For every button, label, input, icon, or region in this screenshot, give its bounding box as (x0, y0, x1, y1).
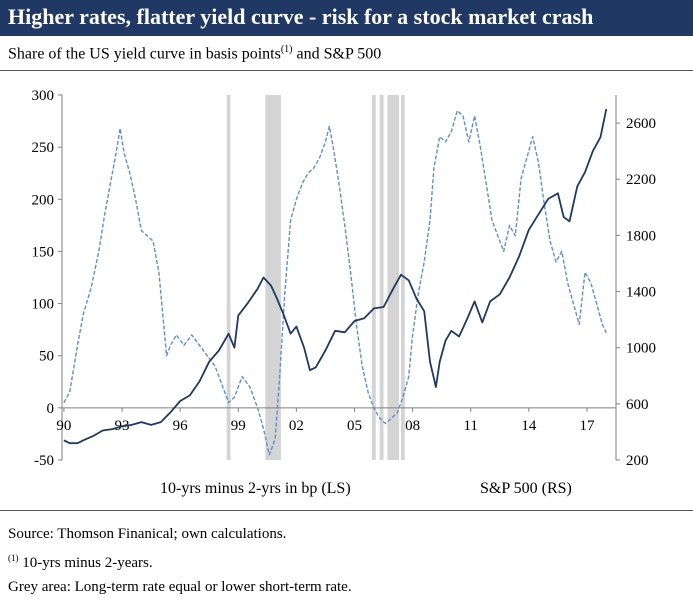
shaded-period-2 (371, 95, 376, 460)
series-line-yield-curve (63, 109, 607, 456)
right-tick-label-4: 1000 (626, 341, 656, 357)
left-tick-label-5: 50 (39, 349, 54, 365)
shaded-period-1 (265, 95, 281, 460)
yield-curve-chart: 300 250 200 150 100 50 0 -50 2600 2200 1800 1400 100… (32, 88, 657, 469)
footnotes: Source: Thomson Finanical; own calculati… (8, 522, 352, 599)
shaded-period-3 (379, 95, 384, 460)
footnote-text: 10-yrs minus 2-years. (18, 555, 153, 571)
left-tick-label-1: 250 (32, 140, 55, 156)
footnote-mark: (1) (8, 553, 19, 563)
right-tick-label-3: 1400 (626, 285, 656, 301)
x-tick-label-2: 96 (173, 418, 189, 434)
left-tick-label-0: 300 (32, 88, 55, 104)
shaded-period-0 (226, 95, 231, 460)
top-rule (0, 70, 693, 71)
footnote-1: (1) 10-yrs minus 2-years. (8, 546, 352, 575)
shaded-period-5 (400, 95, 405, 460)
left-tick-label-2: 200 (32, 192, 55, 208)
x-tick-label-7: 11 (463, 418, 477, 434)
left-tick-label-6: 0 (47, 401, 55, 417)
x-tick-label-6: 08 (405, 418, 420, 434)
subtitle-main: Share of the US yield curve in basis poi… (8, 45, 281, 63)
right-tick-label-0: 2600 (626, 116, 656, 132)
x-tick-label-8: 14 (521, 418, 537, 434)
x-tick-label-4: 02 (289, 418, 304, 434)
series-line-sp500 (63, 108, 608, 445)
x-tick-label-9: 17 (579, 418, 595, 434)
x-tick-label-5: 05 (347, 418, 362, 434)
right-tick-label-1: 2200 (626, 172, 656, 188)
right-tick-label-5: 600 (626, 397, 649, 413)
subtitle-tail: and S&P 500 (292, 45, 382, 63)
title-bar: Higher rates, flatter yield curve - risk… (0, 0, 693, 36)
right-tick-label-6: 200 (626, 453, 649, 469)
shaded-period-4 (387, 95, 400, 460)
legend-label-yield-curve: 10-yrs minus 2-yrs in bp (LS) (160, 480, 351, 497)
legend-label-sp500: S&P 500 (RS) (480, 480, 572, 497)
left-tick-label-7: -50 (34, 453, 54, 469)
grey-area-note: Grey area: Long-term rate equal or lower… (8, 579, 352, 595)
x-tick-label-0: 90 (56, 418, 71, 434)
bottom-rule (0, 510, 693, 511)
chart-title: Higher rates, flatter yield curve - risk… (8, 4, 594, 29)
subtitle-note-mark: (1) (280, 44, 293, 55)
legend: 10-yrs minus 2-yrs in bp (LS) S&P 500 (R… (0, 480, 693, 504)
left-tick-label-3: 150 (32, 244, 55, 260)
right-tick-label-2: 1800 (626, 228, 656, 244)
x-tick-label-3: 99 (231, 418, 246, 434)
left-tick-label-4: 100 (32, 297, 55, 313)
chart-subtitle: Share of the US yield curve in basis poi… (8, 44, 381, 63)
source-note: Source: Thomson Finanical; own calculati… (8, 526, 287, 542)
